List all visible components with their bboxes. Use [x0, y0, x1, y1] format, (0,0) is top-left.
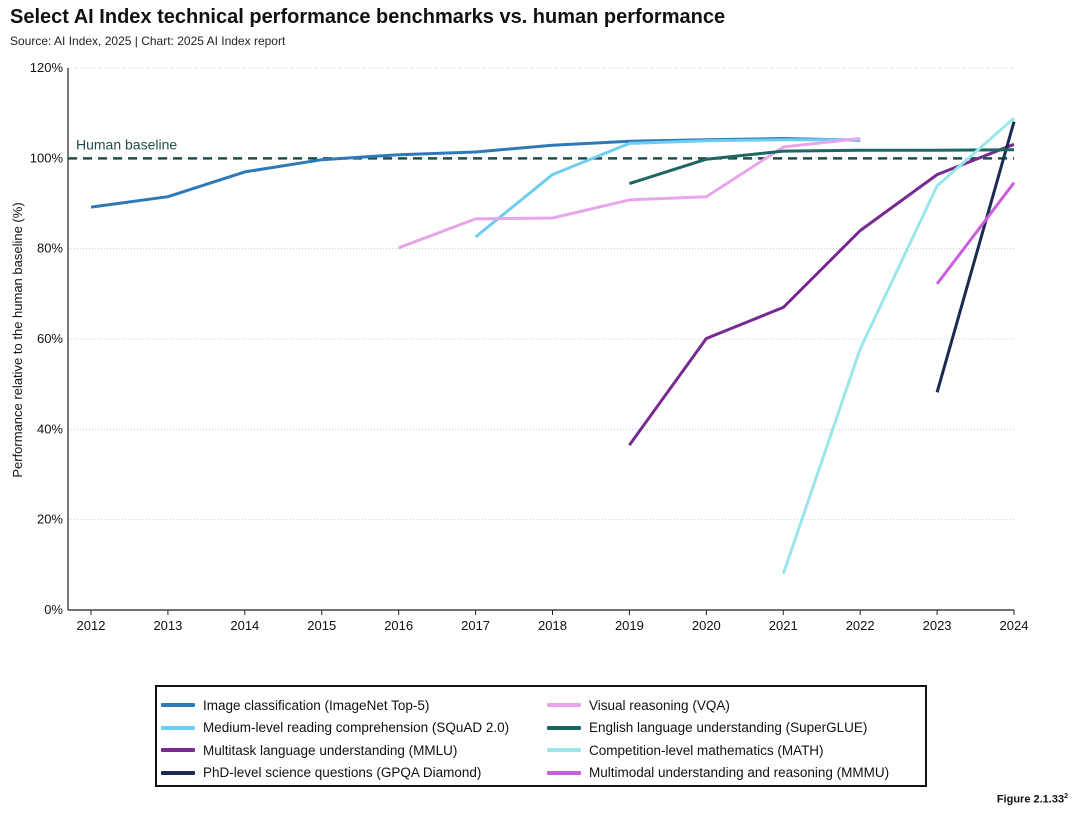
legend: Image classification (ImageNet Top-5) Med…	[155, 685, 927, 787]
axes: 0% 20% 40% 60% 80% 100% 120% 2012 2013 2014 2015 20…	[30, 60, 1029, 633]
legend-item: English language understanding (SuperGLU…	[547, 717, 919, 740]
x-tick-label: 2016	[384, 618, 413, 633]
legend-item: Multitask language understanding (MMLU)	[161, 739, 547, 762]
legend-label: Multimodal understanding and reasoning (…	[589, 765, 890, 781]
series-line	[781, 116, 1015, 575]
y-tick-label: 120%	[30, 60, 64, 75]
x-tick-label: 2024	[1000, 618, 1029, 633]
x-tick-label: 2012	[77, 618, 106, 633]
y-tick-label: 20%	[37, 512, 63, 527]
legend-label: Medium-level reading comprehension (SQuA…	[203, 720, 510, 736]
legend-item: Medium-level reading comprehension (SQuA…	[161, 717, 547, 740]
y-tick-label: 40%	[37, 421, 63, 436]
legend-swatch	[161, 703, 195, 708]
legend-swatch	[547, 770, 581, 775]
legend-item: Image classification (ImageNet Top-5)	[161, 694, 547, 717]
x-tick-label: 2017	[461, 618, 490, 633]
y-tick-label: 60%	[37, 331, 63, 346]
grid-lines	[68, 67, 1014, 521]
chart-title: Select AI Index technical performance be…	[10, 6, 726, 28]
legend-label: Competition-level mathematics (MATH)	[589, 742, 824, 758]
legend-label: Image classification (ImageNet Top-5)	[203, 697, 430, 713]
series-lines	[90, 116, 1016, 575]
legend-swatch	[161, 725, 195, 730]
y-tick-label: 100%	[30, 150, 64, 165]
legend-label: English language understanding (SuperGLU…	[589, 720, 868, 736]
x-tick-label: 2020	[692, 618, 721, 633]
legend-item: PhD-level science questions (GPQA Diamon…	[161, 762, 547, 785]
legend-item: Visual reasoning (VQA)	[547, 694, 919, 717]
line-chart: 0% 20% 40% 60% 80% 100% 120% 2012 2013 2014 2015 20…	[10, 60, 1029, 633]
human-baseline: Human baseline	[68, 136, 1014, 160]
series-line	[474, 138, 861, 239]
legend-swatch	[161, 748, 195, 753]
x-tick-label: 2022	[846, 618, 875, 633]
legend-item: Competition-level mathematics (MATH)	[547, 739, 919, 762]
legend-swatch	[547, 703, 581, 708]
legend-label: PhD-level science questions (GPQA Diamon…	[203, 765, 482, 781]
series-line	[628, 148, 1015, 186]
x-tick-label: 2023	[923, 618, 952, 633]
x-tick-label: 2021	[769, 618, 798, 633]
legend-item: Multimodal understanding and reasoning (…	[547, 762, 919, 785]
x-tick-label: 2018	[538, 618, 567, 633]
legend-swatch	[547, 748, 581, 753]
series-line	[935, 181, 1016, 285]
legend-swatch	[161, 770, 195, 775]
figure-label: Figure 2.1.332	[996, 793, 1068, 806]
legend-swatch	[547, 725, 581, 730]
legend-label: Visual reasoning (VQA)	[589, 697, 730, 713]
x-tick-label: 2013	[153, 618, 182, 633]
chart-subtitle: Source: AI Index, 2025 | Chart: 2025 AI …	[10, 34, 286, 48]
y-tick-label: 80%	[37, 241, 63, 256]
series-line	[935, 121, 1016, 393]
y-axis-label: Performance relative to the human baseli…	[10, 202, 25, 477]
y-tick-label: 0%	[44, 602, 63, 617]
x-tick-label: 2019	[615, 618, 644, 633]
x-tick-label: 2015	[307, 618, 336, 633]
series-line	[398, 137, 861, 250]
x-tick-label: 2014	[230, 618, 259, 633]
series-line	[628, 142, 1015, 446]
baseline-label: Human baseline	[76, 136, 177, 152]
legend-label: Multitask language understanding (MMLU)	[203, 742, 458, 758]
